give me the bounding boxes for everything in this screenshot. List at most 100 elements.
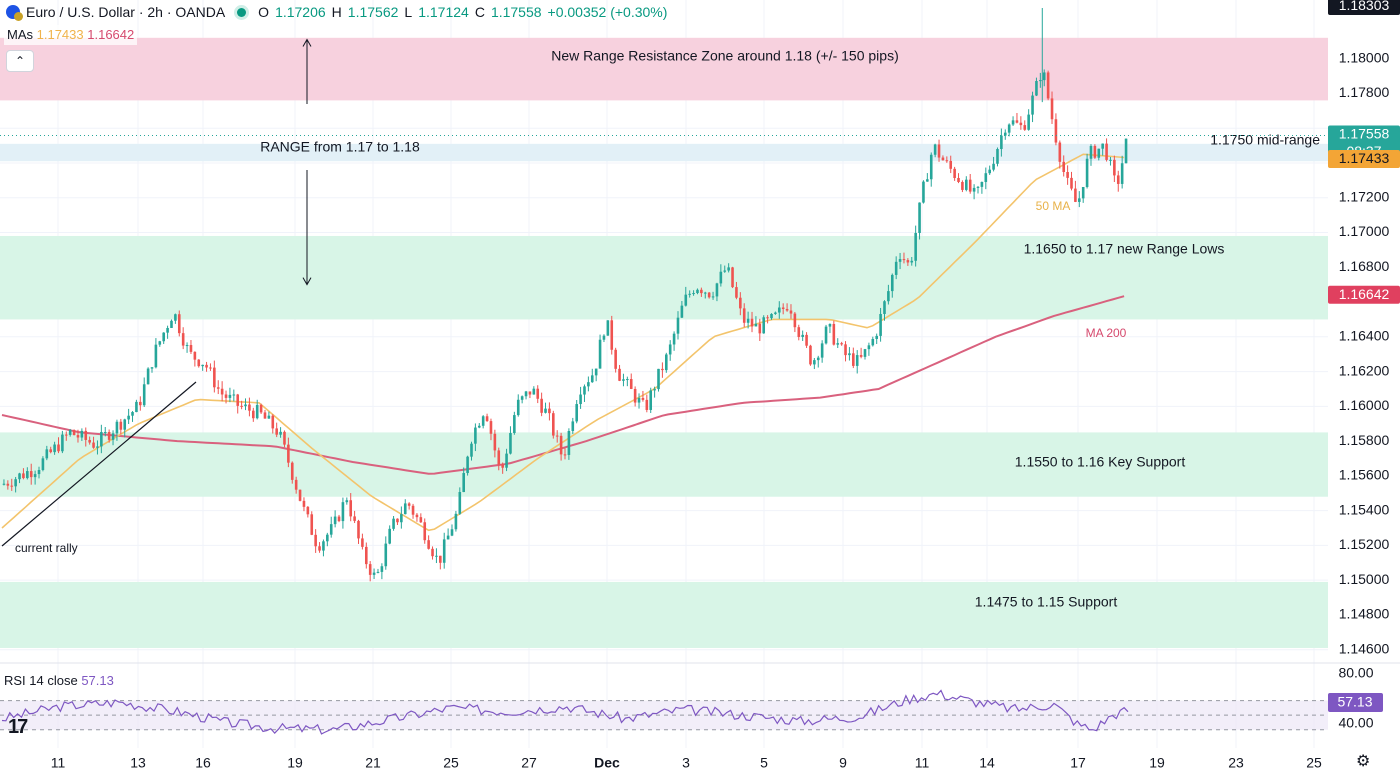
candle-body xyxy=(953,168,956,178)
candle-body xyxy=(520,396,524,400)
candle-body xyxy=(859,355,863,357)
candle-body xyxy=(715,283,719,297)
y-tick-label: 1.17800 xyxy=(1339,84,1390,100)
candle-body xyxy=(275,428,278,435)
candle-body xyxy=(813,360,816,365)
rsi-path xyxy=(1,689,1129,735)
candle-body xyxy=(357,520,360,539)
candle-body xyxy=(181,333,185,346)
collapse-legend-button[interactable]: ⌃ xyxy=(6,50,34,72)
ma-50-path xyxy=(1,153,1125,532)
rsi-legend[interactable]: RSI 14 close 57.13 xyxy=(4,672,114,690)
gear-icon[interactable]: ⚙ xyxy=(1356,753,1371,770)
candle-body xyxy=(158,341,162,345)
x-tick-label: Dec xyxy=(594,755,620,771)
y-tick-label: 1.15600 xyxy=(1339,467,1390,483)
candle-body xyxy=(762,317,766,334)
rsi-tag-label: 57.13 xyxy=(1337,694,1372,710)
candle-body xyxy=(185,345,189,347)
candle-body xyxy=(333,516,337,525)
candle-body xyxy=(703,292,707,294)
annotations: RANGE from 1.17 to 1.18 current rally 50 M… xyxy=(0,38,1328,555)
candle-body xyxy=(1124,138,1128,164)
candle-body xyxy=(528,391,532,395)
candle-body xyxy=(302,500,306,507)
candle-body xyxy=(458,492,462,514)
candle-body xyxy=(1097,148,1101,158)
candle-body xyxy=(727,267,730,271)
candle-body xyxy=(746,318,750,323)
zone-label: 1.1650 to 1.17 new Range Lows xyxy=(1024,241,1225,257)
ma-50-line xyxy=(1,153,1125,532)
candle-body xyxy=(22,473,25,479)
candle-body xyxy=(805,334,808,346)
moving-averages-legend[interactable]: MAs 1.17433 1.16642 xyxy=(4,25,138,45)
candle-body xyxy=(49,449,53,453)
candle-body xyxy=(37,469,41,475)
zone-band xyxy=(0,235,1328,320)
candle-body xyxy=(696,289,699,294)
time-axis[interactable]: 11 13 16 19 21 25 27 Dec 3 5 9 11 14 17 19 23 25 xyxy=(51,755,1322,771)
candle-body xyxy=(318,546,321,551)
ma-slow-value: 1.16642 xyxy=(87,27,135,42)
candle-body xyxy=(205,364,208,368)
candle-body xyxy=(809,345,812,365)
candle-body xyxy=(76,435,80,438)
candle-body xyxy=(583,386,586,395)
candle-body xyxy=(119,421,123,430)
candle-body xyxy=(540,398,543,413)
candle-body xyxy=(816,357,820,361)
y-tick-label: 1.14600 xyxy=(1339,640,1390,656)
candle-body xyxy=(984,173,988,182)
symbol-title[interactable]: Euro / U.S. Dollar · 2h · OANDA xyxy=(26,4,226,20)
candle-body xyxy=(992,163,995,170)
candle-body xyxy=(972,187,976,192)
candle-body xyxy=(80,430,84,438)
price-axis[interactable]: 1.18000 1.17800 1.17200 1.17000 1.16800 1.164… xyxy=(1328,0,1400,731)
candle-body xyxy=(423,522,427,541)
candle-body xyxy=(1023,125,1027,130)
candle-body xyxy=(766,317,769,319)
candle-body xyxy=(41,458,45,470)
candle-body xyxy=(594,368,598,376)
candle-body xyxy=(645,399,649,410)
candle-body xyxy=(259,404,263,413)
price-tag-label: 1.16642 xyxy=(1339,286,1390,302)
candle-body xyxy=(777,307,781,313)
candle-body xyxy=(470,443,473,457)
tradingview-logo-icon[interactable]: 17 xyxy=(8,716,28,738)
x-tick-label: 25 xyxy=(1306,755,1322,771)
range-label: RANGE from 1.17 to 1.18 xyxy=(260,139,420,155)
rsi-pane xyxy=(0,689,1328,735)
candle-body xyxy=(6,483,10,486)
candle-body xyxy=(929,154,933,180)
candle-body xyxy=(232,394,236,396)
candle-body xyxy=(781,307,785,310)
candle-body xyxy=(72,430,76,436)
x-tick-label: 9 xyxy=(839,755,847,771)
candle-body xyxy=(407,503,411,506)
candle-body xyxy=(314,534,317,547)
candles xyxy=(2,8,1128,582)
candle-body xyxy=(501,464,504,468)
candle-body xyxy=(516,399,520,416)
candle-body xyxy=(750,318,754,327)
candle-body xyxy=(419,517,423,523)
symbol-header: Euro / U.S. Dollar · 2h · OANDA O 1.17206… xyxy=(6,2,667,22)
candle-body xyxy=(201,364,204,367)
candle-body xyxy=(1070,177,1073,189)
candle-body xyxy=(965,179,968,190)
x-tick-label: 14 xyxy=(979,755,995,771)
candle-body xyxy=(271,415,275,429)
change-value: +0.00352 (+0.30%) xyxy=(547,4,668,20)
rsi-legend-value: 57.13 xyxy=(81,673,114,688)
candle-body xyxy=(641,397,645,400)
candle-body xyxy=(427,540,430,549)
candle-body xyxy=(555,435,559,437)
x-tick-label: 17 xyxy=(1070,755,1086,771)
candle-body xyxy=(618,368,621,381)
candle-body xyxy=(279,431,282,435)
low-label: L xyxy=(404,4,413,20)
candle-body xyxy=(1062,161,1066,173)
